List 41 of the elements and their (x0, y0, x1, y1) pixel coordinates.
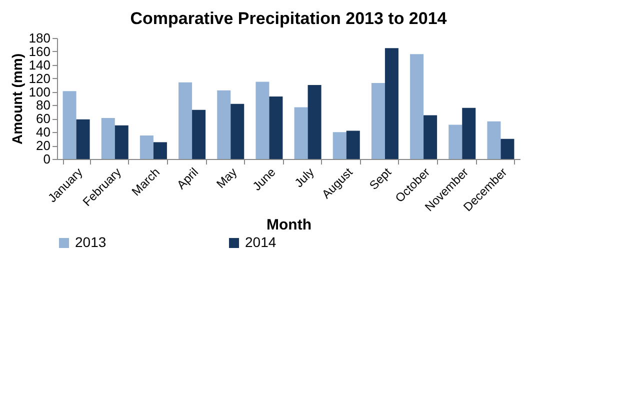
bar (308, 85, 322, 159)
bar (424, 115, 438, 159)
y-tick-label: 40 (36, 124, 50, 140)
bar (217, 90, 231, 159)
legend-label: 2014 (245, 234, 276, 250)
y-tick-label: 60 (36, 111, 50, 126)
y-tick-label: 0 (43, 152, 50, 166)
bar (410, 54, 424, 159)
bar (384, 48, 398, 159)
bar (62, 91, 76, 159)
bar (269, 96, 283, 159)
bar (230, 104, 244, 159)
bar (192, 110, 206, 159)
x-tick-label: May (214, 165, 240, 192)
bar (178, 82, 192, 159)
bar (294, 107, 308, 159)
legend-label: 2013 (75, 234, 106, 250)
y-tick-label: 80 (36, 98, 50, 113)
y-tick-label: 140 (28, 57, 50, 72)
bar (140, 135, 154, 159)
chart-title: Comparative Precipitation 2013 to 2014 (130, 9, 448, 28)
y-axis-title: Amount (mm) (8, 54, 25, 144)
bar (462, 108, 476, 159)
bar (76, 119, 90, 159)
bar (487, 121, 501, 159)
bar (346, 130, 360, 159)
bar (332, 132, 346, 159)
y-tick-label: 100 (28, 84, 50, 100)
y-tick-label: 180 (28, 30, 50, 46)
bar (114, 125, 128, 159)
y-tick-label: 160 (28, 44, 50, 59)
bar (371, 83, 385, 159)
bar (101, 118, 115, 159)
bar (153, 142, 167, 159)
x-axis-title: Month (266, 216, 312, 234)
y-tick-label: 120 (28, 70, 50, 86)
x-tick-label: July (292, 165, 317, 190)
bar (448, 124, 462, 159)
y-tick-label: 20 (36, 138, 50, 154)
bar (500, 138, 514, 159)
bar (256, 82, 270, 159)
